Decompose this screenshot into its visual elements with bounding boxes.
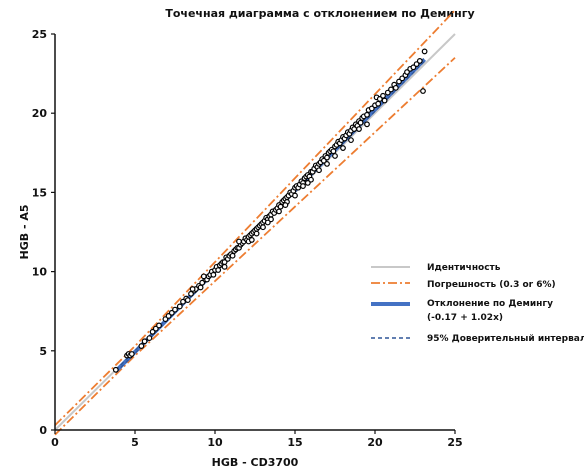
- data-point-14: [172, 306, 178, 313]
- x-tick-label-5: 25: [447, 436, 462, 449]
- data-point-150: [221, 263, 228, 270]
- data-point-4: [128, 351, 135, 357]
- data-point-163: [332, 153, 338, 159]
- data-point-156: [276, 208, 282, 215]
- data-point-171: [304, 179, 311, 186]
- data-point-5: [138, 343, 145, 349]
- data-point-132: [380, 92, 386, 99]
- data-point-7: [146, 335, 153, 342]
- data-point-167: [364, 121, 370, 128]
- plot-area: [54, 9, 456, 436]
- chart-title: Точечная диаграмма с отклонением по Деми…: [165, 7, 474, 20]
- data-point-165: [348, 137, 354, 144]
- data-point-158: [292, 192, 298, 199]
- data-point-23: [197, 284, 204, 291]
- data-point-30: [210, 271, 217, 278]
- y-axis-label: HGB - A5: [18, 204, 31, 259]
- x-tick-label-0: 0: [51, 436, 59, 449]
- data-point-125: [364, 111, 370, 118]
- data-point-148: [189, 286, 196, 292]
- data-point-0: [112, 366, 119, 373]
- data-point-42: [229, 252, 236, 259]
- error-lower-line: [54, 57, 456, 436]
- data-point-101: [324, 154, 330, 161]
- data-point-147: [421, 48, 428, 55]
- data-point-130: [375, 100, 382, 107]
- x-axis-label: HGB - CD3700: [212, 456, 299, 469]
- data-point-18: [184, 297, 191, 304]
- legend-deming-equation: (-0.17 + 1.02x): [427, 313, 503, 323]
- data-point-149: [200, 273, 207, 280]
- x-tick-label-2: 10: [207, 436, 223, 449]
- axis-ticks: 0 5 10 15 20 25 0 5 10 15 20 25: [32, 28, 463, 449]
- data-point-146: [420, 88, 426, 94]
- legend-deming-label: Отклонение по Демингу: [427, 299, 553, 309]
- data-point-153: [253, 230, 260, 237]
- data-point-168: [248, 237, 255, 243]
- legend: Идентичность Погрешность (0.3 or 6%) Отк…: [371, 263, 584, 344]
- data-point-137: [392, 84, 399, 91]
- x-tick-label-4: 20: [367, 436, 383, 449]
- data-point-170: [282, 202, 289, 208]
- y-tick-label-3: 15: [32, 186, 47, 199]
- data-point-6: [141, 338, 148, 345]
- y-tick-label-0: 0: [39, 424, 47, 437]
- legend-ci-label: 95% Доверительный интервал: [427, 334, 584, 344]
- data-point-169: [264, 219, 271, 226]
- data-point-105: [330, 148, 337, 155]
- x-tick-label-1: 5: [131, 436, 139, 449]
- data-point-166: [356, 126, 362, 132]
- data-point-72: [277, 203, 284, 210]
- error-upper-line: [54, 9, 456, 426]
- y-tick-label-4: 20: [32, 107, 48, 120]
- data-point-133: [381, 97, 388, 104]
- y-tick-label-5: 25: [32, 28, 47, 41]
- data-point-164: [340, 145, 346, 151]
- x-tick-label-3: 15: [287, 436, 302, 449]
- y-tick-label-2: 10: [32, 266, 48, 279]
- data-point-135: [388, 86, 394, 93]
- data-point-145: [416, 58, 423, 64]
- data-point-161: [316, 167, 322, 174]
- data-point-10: [156, 322, 162, 329]
- data-point-15: [176, 303, 183, 310]
- data-point-159: [300, 183, 306, 189]
- y-tick-label-1: 5: [39, 345, 47, 358]
- data-point-122: [357, 119, 364, 126]
- data-point-162: [324, 160, 330, 167]
- data-point-154: [260, 224, 266, 231]
- data-point-151: [236, 238, 242, 245]
- legend-error-label: Погрешность (0.3 or 6%): [427, 280, 556, 290]
- data-point-33: [215, 267, 222, 273]
- legend-identity-label: Идентичность: [427, 263, 501, 273]
